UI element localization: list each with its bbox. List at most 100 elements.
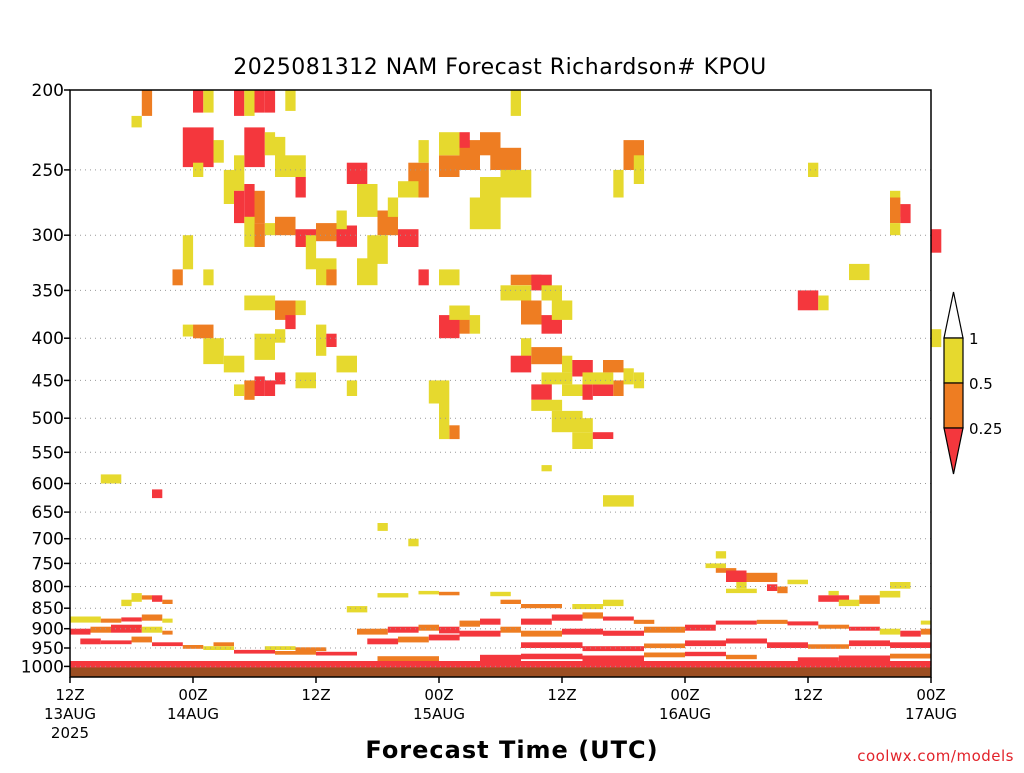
heatmap-cell: [316, 651, 357, 656]
legend-label-low: 0.25: [969, 420, 1002, 438]
x-tick-date-label: 17AUG: [905, 705, 957, 723]
heatmap-cell: [582, 372, 614, 385]
heatmap-cell: [490, 591, 511, 597]
heatmap-cell: [346, 380, 358, 396]
y-tick-label: 350: [32, 281, 64, 301]
heatmap-cell: [193, 324, 214, 339]
heatmap-cell: [285, 90, 296, 111]
heatmap-cell: [254, 90, 265, 113]
heatmap-cell: [295, 300, 306, 316]
chart-title: 2025081312 NAM Forecast Richardson# KPOU: [233, 55, 766, 80]
heatmap-cell: [459, 132, 470, 148]
heatmap-cell: [756, 619, 788, 624]
heatmap-cell: [223, 169, 235, 204]
heatmap-cell: [336, 210, 347, 230]
y-tick-label: 700: [32, 530, 64, 550]
heatmap-cell: [931, 329, 942, 348]
heatmap-cell: [541, 285, 562, 301]
heatmap-cell: [849, 263, 870, 281]
legend-swatch-high: [943, 337, 964, 384]
heatmap-cell: [633, 619, 655, 624]
legend-swatch-mid: [943, 382, 964, 429]
heatmap-cell: [531, 399, 563, 411]
heatmap-cell: [531, 384, 552, 400]
x-tick-label: 00Z: [670, 686, 699, 704]
heatmap-cell: [387, 197, 399, 217]
heatmap-cell: [603, 630, 644, 636]
heatmap-cell: [357, 258, 378, 286]
heatmap-cell: [890, 197, 901, 224]
heatmap-cell: [80, 638, 101, 645]
heatmap-cell: [623, 368, 634, 385]
y-tick-label: 950: [32, 639, 64, 659]
heatmap-cell: [244, 216, 255, 247]
heatmap-cell: [685, 640, 726, 647]
heatmap-cell: [439, 403, 450, 429]
heatmap-cell: [244, 380, 255, 400]
heatmap-cell: [439, 269, 460, 286]
heatmap-cell: [398, 181, 419, 198]
heatmap-cell: [787, 579, 808, 585]
heatmap-cell: [234, 90, 245, 116]
heatmap-cell: [705, 563, 726, 569]
heatmap-cell: [111, 624, 142, 633]
heatmap-cell: [521, 300, 542, 325]
heatmap-cell: [141, 595, 153, 600]
heatmap-cell: [510, 355, 532, 373]
heatmap-cell: [275, 136, 286, 177]
heatmap-cell: [336, 225, 357, 247]
heatmap-cell: [879, 590, 901, 598]
heatmap-cell: [469, 315, 481, 334]
heatmap-cell: [480, 618, 501, 625]
heatmap-cell: [316, 223, 337, 242]
heatmap-cell: [818, 595, 850, 602]
y-tick-label: 450: [32, 371, 64, 391]
heatmap-cell: [510, 90, 521, 116]
heatmap-cell: [449, 425, 460, 440]
heatmap-cell: [449, 305, 470, 320]
x-tick-date-label: 14AUG: [167, 705, 219, 723]
heatmap-cell: [418, 590, 439, 595]
heatmap-cell: [244, 184, 255, 224]
heatmap-cell: [428, 380, 450, 404]
heatmap-cell: [521, 604, 562, 609]
heatmap-cell: [439, 591, 460, 596]
heatmap-cell: [377, 593, 409, 598]
heatmap-cell: [254, 333, 275, 360]
x-tick-label: 00Z: [178, 686, 207, 704]
heatmap-cell: [900, 630, 921, 637]
heatmap-cell: [767, 584, 778, 591]
heatmap-cell: [357, 184, 378, 217]
heatmap-cell: [152, 595, 163, 602]
heatmap-cell: [305, 235, 317, 270]
heatmap-cell: [254, 223, 265, 247]
heatmap-cell: [418, 624, 439, 631]
heatmap-cell: [521, 653, 583, 660]
heatmap-cell: [931, 229, 942, 253]
legend-label-top: 1: [969, 330, 979, 348]
heatmap-cell: [582, 655, 644, 661]
heatmap-cell: [295, 177, 306, 198]
heatmap-cell: [193, 90, 204, 113]
heatmap-cell: [551, 614, 583, 621]
credit-text[interactable]: coolwx.com/models: [857, 747, 1014, 765]
heatmap-cell: [131, 115, 142, 128]
x-tick-label: 12Z: [793, 686, 822, 704]
heatmap-cell: [70, 661, 931, 668]
x-tick-label: 12Z: [547, 686, 576, 704]
heatmap-cell: [613, 169, 624, 198]
heatmap-cell: [715, 568, 737, 573]
heatmap-cell: [603, 360, 624, 373]
heatmap-cell: [644, 652, 685, 658]
heatmap-cell: [193, 162, 204, 177]
heatmap-cell: [439, 155, 460, 177]
heatmap-cell: [408, 538, 419, 547]
heatmap-cells: [70, 90, 942, 668]
heatmap-cell: [920, 628, 932, 635]
heatmap-cell: [551, 410, 583, 433]
heatmap-cell: [162, 630, 173, 635]
heatmap-cell: [859, 595, 880, 604]
heatmap-cell: [70, 616, 101, 623]
